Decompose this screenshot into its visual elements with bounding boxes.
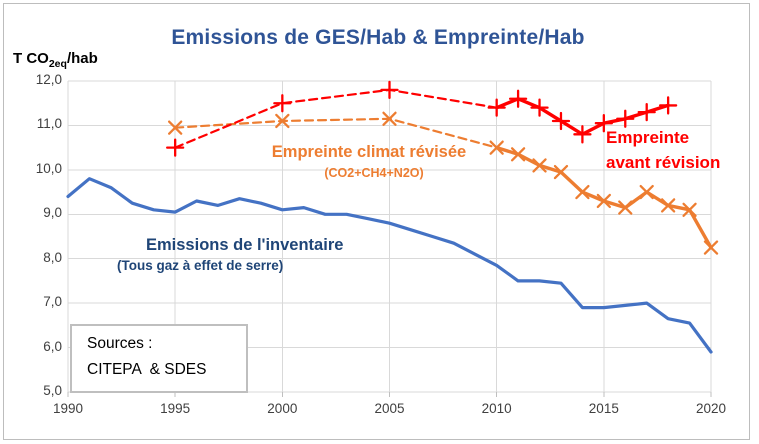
y-axis-unit-label: T CO2eq/hab xyxy=(13,50,98,70)
x-tick-label: 2020 xyxy=(695,401,727,416)
data-point-marker-plus xyxy=(658,96,678,115)
data-point-marker-x xyxy=(703,240,719,255)
data-point-marker-plus xyxy=(273,94,292,113)
x-tick-label: 2010 xyxy=(481,401,512,416)
plot-area xyxy=(66,80,719,397)
data-point-marker-plus xyxy=(166,138,185,157)
data-point-marker-x xyxy=(596,193,611,209)
series-line-inventaire xyxy=(66,177,713,354)
data-point-marker-x xyxy=(489,140,504,155)
chart-title: Emissions de GES/Hab & Empreinte/Hab xyxy=(171,26,585,49)
y-tick-label: 11,0 xyxy=(36,116,62,132)
data-point-marker-x xyxy=(275,113,290,129)
label-empreinte-climat-revisee: Empreinte climat révisée xyxy=(271,143,467,161)
label-tous-gaz: (Tous gaz à effet de serre) xyxy=(117,258,284,273)
label-emissions-inventaire: Emissions de l'inventaire xyxy=(146,236,344,254)
data-point-marker-x xyxy=(168,120,183,135)
data-point-marker-plus xyxy=(551,111,571,131)
data-point-marker-x xyxy=(618,200,633,215)
data-point-marker-x xyxy=(382,111,397,126)
data-point-marker-plus xyxy=(616,109,635,128)
x-tick-label: 2005 xyxy=(374,401,405,416)
label-gases-co2-ch4-n2o: (CO2+CH4+N2O) xyxy=(324,166,424,180)
data-point-marker-x xyxy=(575,184,590,200)
data-point-marker-x xyxy=(553,164,569,180)
y-tick-label: 7,0 xyxy=(43,294,62,310)
data-point-marker-x xyxy=(532,158,547,173)
data-point-marker-x xyxy=(660,198,676,213)
y-tick-label: 12,0 xyxy=(35,72,62,87)
data-point-marker-plus xyxy=(637,102,656,122)
label-empreinte-avant-revision: Empreinte avant révision xyxy=(606,128,721,172)
x-tick-label: 1995 xyxy=(160,401,191,416)
series-line-avant-revision-dashed xyxy=(174,88,498,149)
y-tick-label: 9,0 xyxy=(43,205,62,221)
data-point-marker-plus xyxy=(487,98,506,117)
data-point-marker-x xyxy=(639,184,654,200)
y-tick-label: 6,0 xyxy=(43,338,62,354)
y-tick-label: 5,0 xyxy=(43,383,62,398)
sources-names: CITEPA & SDES xyxy=(87,361,207,378)
data-point-marker-plus xyxy=(594,114,613,133)
data-point-marker-plus xyxy=(508,89,528,108)
sources-label: Sources : xyxy=(87,335,153,352)
y-tick-label: 8,0 xyxy=(43,249,62,265)
x-tick-label: 2000 xyxy=(267,401,298,416)
data-point-marker-x xyxy=(510,147,526,162)
y-tick-label: 10,0 xyxy=(35,160,62,176)
data-point-marker-x xyxy=(682,202,697,217)
sources-box: Sources : CITEPA & SDES xyxy=(70,324,248,393)
data-point-marker-plus xyxy=(380,80,399,100)
data-point-marker-plus xyxy=(530,98,549,117)
x-tick-label: 1990 xyxy=(52,401,84,416)
data-point-marker-plus xyxy=(573,125,592,144)
x-tick-label: 2015 xyxy=(588,401,619,416)
